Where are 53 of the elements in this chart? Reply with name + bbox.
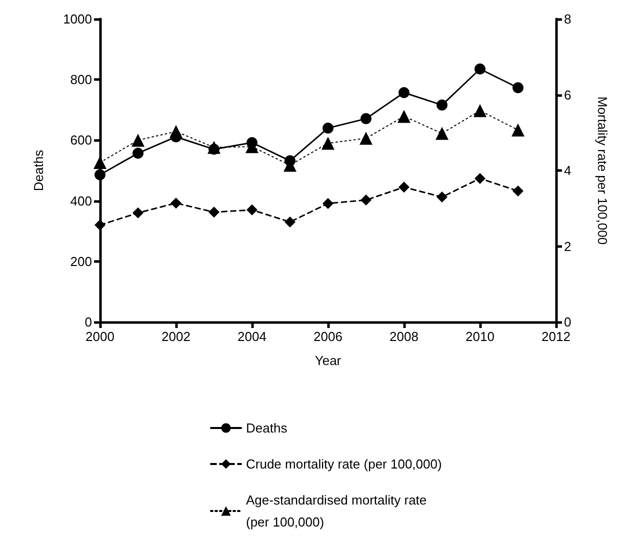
point xyxy=(436,100,448,111)
y-axis-title: Deaths xyxy=(31,149,46,192)
point xyxy=(360,132,372,145)
y-tick-label: 0 xyxy=(84,314,92,330)
point xyxy=(474,172,486,184)
legend-label: Deaths xyxy=(246,420,288,436)
x-tick-label: 2004 xyxy=(238,329,266,344)
point xyxy=(132,134,144,147)
point xyxy=(170,124,182,138)
point xyxy=(436,192,448,203)
point xyxy=(170,198,182,209)
point xyxy=(398,182,410,193)
point xyxy=(512,82,524,94)
x-tick-label: 2006 xyxy=(314,329,342,344)
point xyxy=(132,207,144,218)
point xyxy=(94,156,106,170)
point xyxy=(398,110,410,123)
point xyxy=(474,64,486,74)
y-tick-label: 600 xyxy=(70,132,92,148)
y-tick-label: 1000 xyxy=(63,12,92,26)
point xyxy=(322,122,334,134)
point xyxy=(512,185,524,196)
point xyxy=(132,148,144,159)
x-tick-label: 2010 xyxy=(466,329,494,344)
point xyxy=(246,204,258,216)
point xyxy=(512,123,524,136)
legend-label: Age-standardised mortality rate (per 100,000) xyxy=(246,492,430,530)
x-axis-title: Year xyxy=(314,353,342,368)
point xyxy=(208,206,220,218)
y2-tick-label: 6 xyxy=(564,87,572,102)
point xyxy=(436,126,448,140)
y-tick-label: 400 xyxy=(70,193,92,208)
point xyxy=(360,113,372,124)
point xyxy=(94,220,106,231)
x-tick-label: 2008 xyxy=(390,329,418,344)
point xyxy=(398,87,410,98)
x-tick-label: 2000 xyxy=(86,329,114,344)
legend-label: Crude mortality rate (per 100,000) xyxy=(246,456,442,472)
y2-axis-title: Mortality rate per 100,000 xyxy=(595,96,610,245)
point xyxy=(322,136,334,150)
y2-tick-label: 8 xyxy=(564,12,572,26)
point xyxy=(360,194,372,206)
y-tick-label: 800 xyxy=(70,72,92,88)
y2-tick-label: 0 xyxy=(564,314,572,330)
y2-tick-label: 4 xyxy=(564,163,572,178)
x-tick-label: 2002 xyxy=(162,329,190,344)
point xyxy=(284,216,296,228)
y-tick-label: 200 xyxy=(70,254,92,269)
point xyxy=(322,198,334,209)
y2-tick-label: 2 xyxy=(564,238,572,254)
x-tick-label: 2012 xyxy=(542,329,570,344)
point xyxy=(94,169,106,180)
point xyxy=(474,104,486,118)
